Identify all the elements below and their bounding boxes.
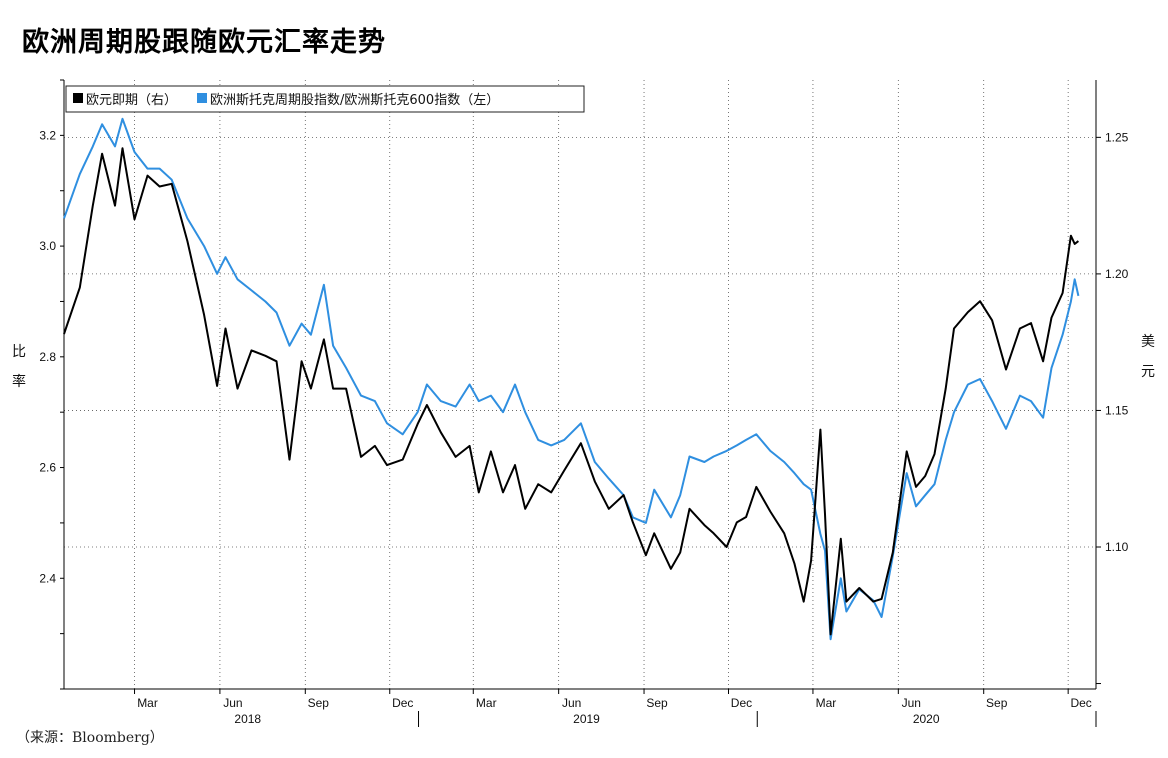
grid-lines xyxy=(64,80,1096,689)
x-month-label: Dec xyxy=(392,696,413,710)
legend-swatch-ratio xyxy=(197,93,207,103)
right-tick-labels: 1.10 1.15 1.20 1.25 xyxy=(1105,130,1129,554)
legend-label-ratio: 欧洲斯托克周期股指数/欧洲斯托克600指数（左） xyxy=(210,93,499,108)
legend-swatch-eur xyxy=(73,93,83,103)
series-lines xyxy=(63,117,1080,641)
left-tick-label: 2.8 xyxy=(39,350,56,364)
x-month-label: Mar xyxy=(816,696,837,710)
x-month-labels: Mar Jun Sep Dec Mar Jun Sep Dec Mar Jun Sep Dec xyxy=(137,696,1092,710)
legend: 欧元即期（右） 欧洲斯托克周期股指数/欧洲斯托克600指数（左） xyxy=(65,85,585,113)
x-month-label: Sep xyxy=(986,696,1008,710)
x-month-label: Sep xyxy=(646,696,668,710)
x-month-label: Dec xyxy=(731,696,752,710)
right-tick-label: 1.15 xyxy=(1105,403,1129,417)
right-tick-label: 1.25 xyxy=(1105,130,1129,144)
x-year-label: 2020 xyxy=(913,712,940,726)
right-axis-title-char-1: 美 xyxy=(1141,334,1155,350)
left-tick-label: 2.6 xyxy=(39,461,56,475)
x-month-label: Dec xyxy=(1070,696,1091,710)
series-line-eur-spot xyxy=(63,147,1080,636)
left-tick-label: 3.2 xyxy=(39,128,56,142)
left-tick-label: 2.4 xyxy=(39,571,56,585)
left-tick-labels: 2.4 2.6 2.8 3.0 3.2 xyxy=(39,128,56,585)
left-axis-title-char-1: 比 xyxy=(12,344,26,360)
x-month-label: Mar xyxy=(137,696,158,710)
right-axis-title-char-2: 元 xyxy=(1141,364,1155,380)
x-month-label: Jun xyxy=(902,696,921,710)
right-tick-label: 1.10 xyxy=(1105,540,1129,554)
x-month-label: Mar xyxy=(476,696,497,710)
x-month-label: Jun xyxy=(562,696,581,710)
legend-box xyxy=(65,85,585,113)
right-tick-label: 1.20 xyxy=(1105,267,1129,281)
x-year-labels: 2018 2019 2020 xyxy=(234,712,939,726)
legend-label-eur: 欧元即期（右） xyxy=(86,93,177,108)
x-year-label: 2019 xyxy=(573,712,600,726)
axes xyxy=(60,79,1101,727)
source-note: （来源：Bloomberg） xyxy=(16,730,164,746)
x-month-label: Sep xyxy=(308,696,330,710)
left-axis-title-char-2: 率 xyxy=(12,373,26,390)
chart-title: 欧洲周期股跟随欧元汇率走势 xyxy=(22,27,386,58)
x-month-label: Jun xyxy=(223,696,242,710)
x-year-label: 2018 xyxy=(234,712,261,726)
left-tick-label: 3.0 xyxy=(39,239,56,253)
